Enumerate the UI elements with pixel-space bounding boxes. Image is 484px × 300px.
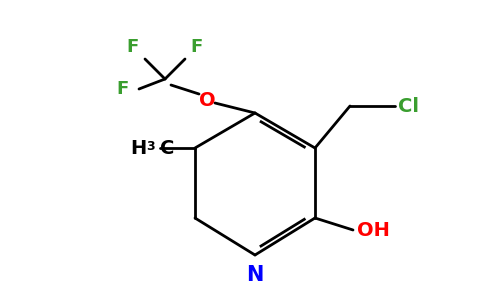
Text: OH: OH	[357, 220, 390, 239]
Text: C: C	[160, 139, 174, 158]
Text: F: F	[127, 38, 139, 56]
Text: Cl: Cl	[398, 97, 419, 116]
Text: O: O	[199, 92, 215, 110]
Text: 3: 3	[146, 140, 154, 153]
Text: F: F	[191, 38, 203, 56]
Text: F: F	[117, 80, 129, 98]
Text: H: H	[130, 139, 146, 158]
Text: N: N	[246, 265, 264, 285]
